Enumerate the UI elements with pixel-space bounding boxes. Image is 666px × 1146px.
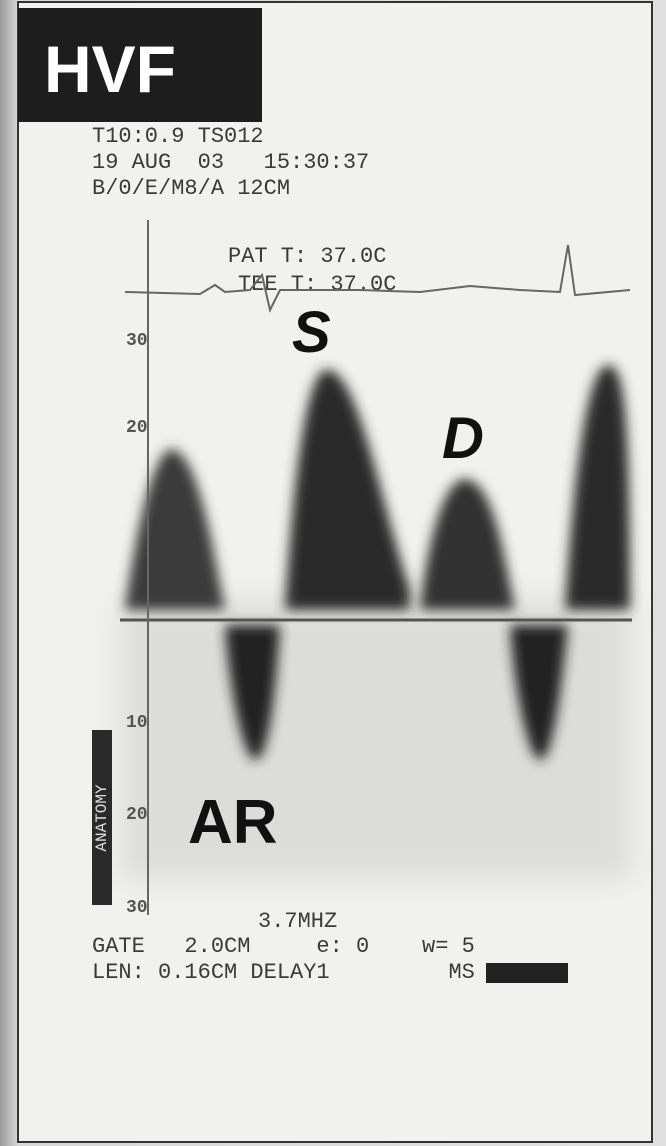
temperature: PAT T: 37.0C: [228, 244, 386, 269]
scale-label: 30: [126, 898, 148, 918]
annotation: D: [442, 406, 484, 471]
annotation: S: [292, 300, 331, 365]
scale-label: 20: [126, 805, 148, 825]
doppler-trace: [120, 244, 632, 880]
footer-line: GATE 2.0CM e: 0 w= 5: [92, 934, 475, 959]
side-label: ANATOMY: [93, 784, 111, 852]
scale-label: 30: [126, 331, 148, 351]
footer-line: LEN: 0.16CM DELAY1 MS: [92, 960, 475, 985]
scale-label: 10: [126, 713, 148, 733]
delay-bar: [486, 963, 568, 983]
scale-label: 20: [126, 418, 148, 438]
readout-line: B/0/E/M8/A 12CM: [92, 176, 290, 201]
readout-line: 19 AUG 03 15:30:37: [92, 150, 369, 175]
badge: [18, 8, 262, 122]
footer-line: 3.7MHZ: [258, 909, 337, 934]
readout-line: T10:0.9 TS012: [92, 124, 264, 149]
side-bar: [92, 730, 112, 905]
badge-text: HVF: [44, 32, 176, 106]
annotation: AR: [188, 788, 278, 857]
